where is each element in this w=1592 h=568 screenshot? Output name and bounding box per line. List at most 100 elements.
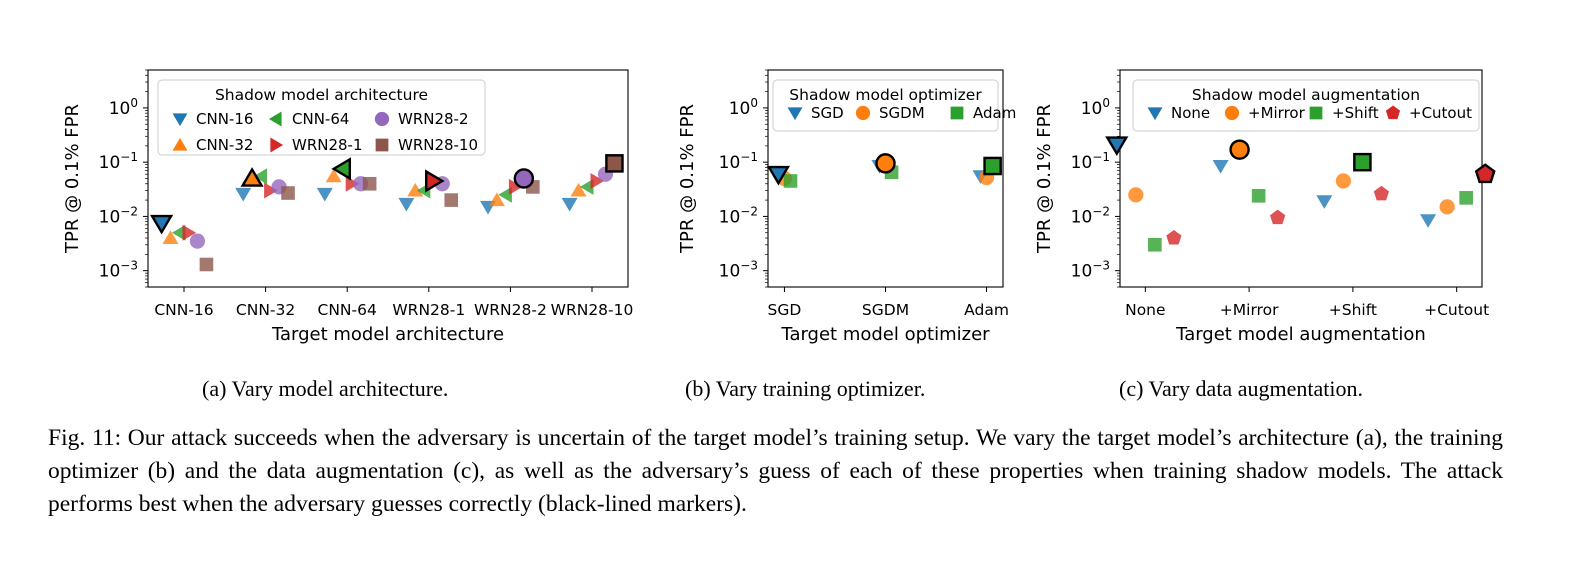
y-tick-label: 10−2 [99,204,138,227]
legend-marker-cnn-16 [172,113,188,127]
x-tick-label-cnn-64: CNN-64 [318,301,377,319]
point-cnn-32-cnn-16 [162,230,179,244]
highlight-point-shift [1353,152,1372,172]
legend-label-wrn28-2: WRN28-2 [398,110,469,128]
point-adam-sgd [783,174,798,188]
chart-panel-1: 100 10−1 10−2 10−3 CNN-16 CNN-32 CNN-64 WRN28-1… [62,69,634,345]
point-wrn28-10-wrn28-1 [444,193,459,207]
point-shift-mirror [1251,188,1266,203]
legend-marker-none [1147,107,1163,121]
highlight-point-cnn-32 [240,167,264,187]
highlight-point-wrn28-10 [605,154,624,173]
point-cnn-16-wrn28-1 [398,197,415,212]
legend-title: Shadow model augmentation [1192,86,1420,104]
highlight-point-mirror [1229,139,1250,160]
subcaption-b: (b) Vary training optimizer. [685,376,926,401]
point-none-mirror [1212,160,1229,174]
point-mirror-none [1128,187,1144,203]
subcaption-a: (a) Vary model architecture. [202,376,449,401]
x-tick-label-wrn28-10: WRN28-10 [551,301,634,319]
point-wrn28-1-wrn28-2 [508,178,523,195]
legend-label-wrn28-10: WRN28-10 [398,136,478,154]
subcaption-c: (c) Vary data augmentation. [1119,376,1363,401]
point-cnn-16-cnn-32 [235,187,252,202]
point-wrn28-1-cnn-64 [345,175,360,192]
legend-label-sgd: SGD [811,104,844,122]
point-cnn-64-cnn-32 [253,168,268,185]
point-cnn-64-wrn28-2 [498,186,512,203]
x-axis-label: Target model augmentation [1175,324,1426,345]
legend-label-cnn-64: CNN-64 [292,110,349,128]
highlight-point-cnn-64 [331,157,351,181]
y-axis-label: TPR @ 0.1% FPR [677,104,698,254]
y-tick-label: 100 [729,96,758,119]
point-wrn28-1-cnn-16 [182,224,197,241]
highlight-point-wrn28-1 [425,169,445,193]
point-none-cutout [1420,214,1437,228]
point-cnn-32-wrn28-2 [488,192,505,207]
legend-marker-adam [950,106,964,120]
highlight-point-adam [983,156,1002,176]
point-mirror-cutout [1439,199,1455,215]
highlight-point-cnn-16 [149,214,174,235]
y-axis-label: TPR @ 0.1% FPR [1034,104,1055,254]
legend-marker-cnn-64 [268,111,282,127]
data-points [1105,136,1496,252]
x-tick-label-mirror: +Mirror [1220,301,1279,319]
x-tick-label-cutout: +Cutout [1424,301,1489,319]
legend-label-cnn-16: CNN-16 [196,110,253,128]
y-tick-label: 10−3 [1071,259,1110,282]
data-points [766,153,1002,188]
point-wrn28-10-cnn-32 [281,186,295,200]
legend-box [157,79,486,156]
y-tick-label: 10−1 [719,150,758,173]
y-tick-label: 100 [109,96,138,119]
legend-title: Shadow model architecture [215,86,428,104]
y-tick-label: 10−1 [99,150,138,173]
highlight-point-cutout [1474,163,1496,184]
point-none-shift [1316,195,1333,209]
legend-marker-shift [1309,106,1323,120]
legend-label-none: None [1171,104,1210,122]
point-shift-none [1148,237,1162,252]
legend-marker-cutout [1385,105,1401,120]
point-wrn28-1-wrn28-10 [590,173,605,189]
point-cutout-mirror [1270,209,1286,225]
data-points [149,154,624,272]
point-wrn28-2-cnn-16 [189,233,206,249]
x-axis-label: Target model architecture [271,324,504,345]
x-tick-label-adam: Adam [964,301,1009,319]
highlight-point-sgd [766,165,791,186]
legend-marker-mirror [1224,105,1240,121]
point-cnn-64-cnn-16 [171,224,186,241]
y-tick-label: 100 [1081,96,1110,119]
legend-label-adam: Adam [973,104,1016,122]
point-wrn28-1-cnn-32 [264,182,278,199]
point-mirror-shift [1335,173,1351,189]
point-cutout-none [1166,230,1182,245]
x-tick-label-wrn28-2: WRN28-2 [474,301,547,319]
highlight-point-sgdm [875,153,896,174]
point-cnn-32-wrn28-1 [407,182,424,197]
point-cnn-32-cnn-64 [325,168,342,183]
point-wrn28-10-cnn-16 [199,257,214,272]
legend-box [772,79,999,132]
y-tick-label: 10−1 [1071,150,1110,173]
x-tick-label-shift: +Shift [1329,301,1377,319]
legend-label-mirror: +Mirror [1248,104,1306,122]
legend-marker-wrn28-2 [374,111,390,127]
x-tick-label-sgd: SGD [768,301,802,319]
y-axis-label: TPR @ 0.1% FPR [62,104,83,254]
point-cutout-shift [1373,185,1389,201]
point-cnn-32-wrn28-10 [570,182,587,197]
y-tick-label: 10−3 [99,259,138,282]
legend-marker-wrn28-10 [375,138,389,152]
chart-panel-2: 100 10−1 10−2 10−3 SGD SGDM Adam Target model o… [677,69,1016,345]
point-cnn-64-wrn28-10 [579,178,594,195]
x-tick-label-cnn-16: CNN-16 [154,301,213,319]
x-tick-label-sgdm: SGDM [862,301,909,319]
highlight-point-none [1105,136,1129,157]
point-cnn-16-wrn28-10 [561,197,578,212]
